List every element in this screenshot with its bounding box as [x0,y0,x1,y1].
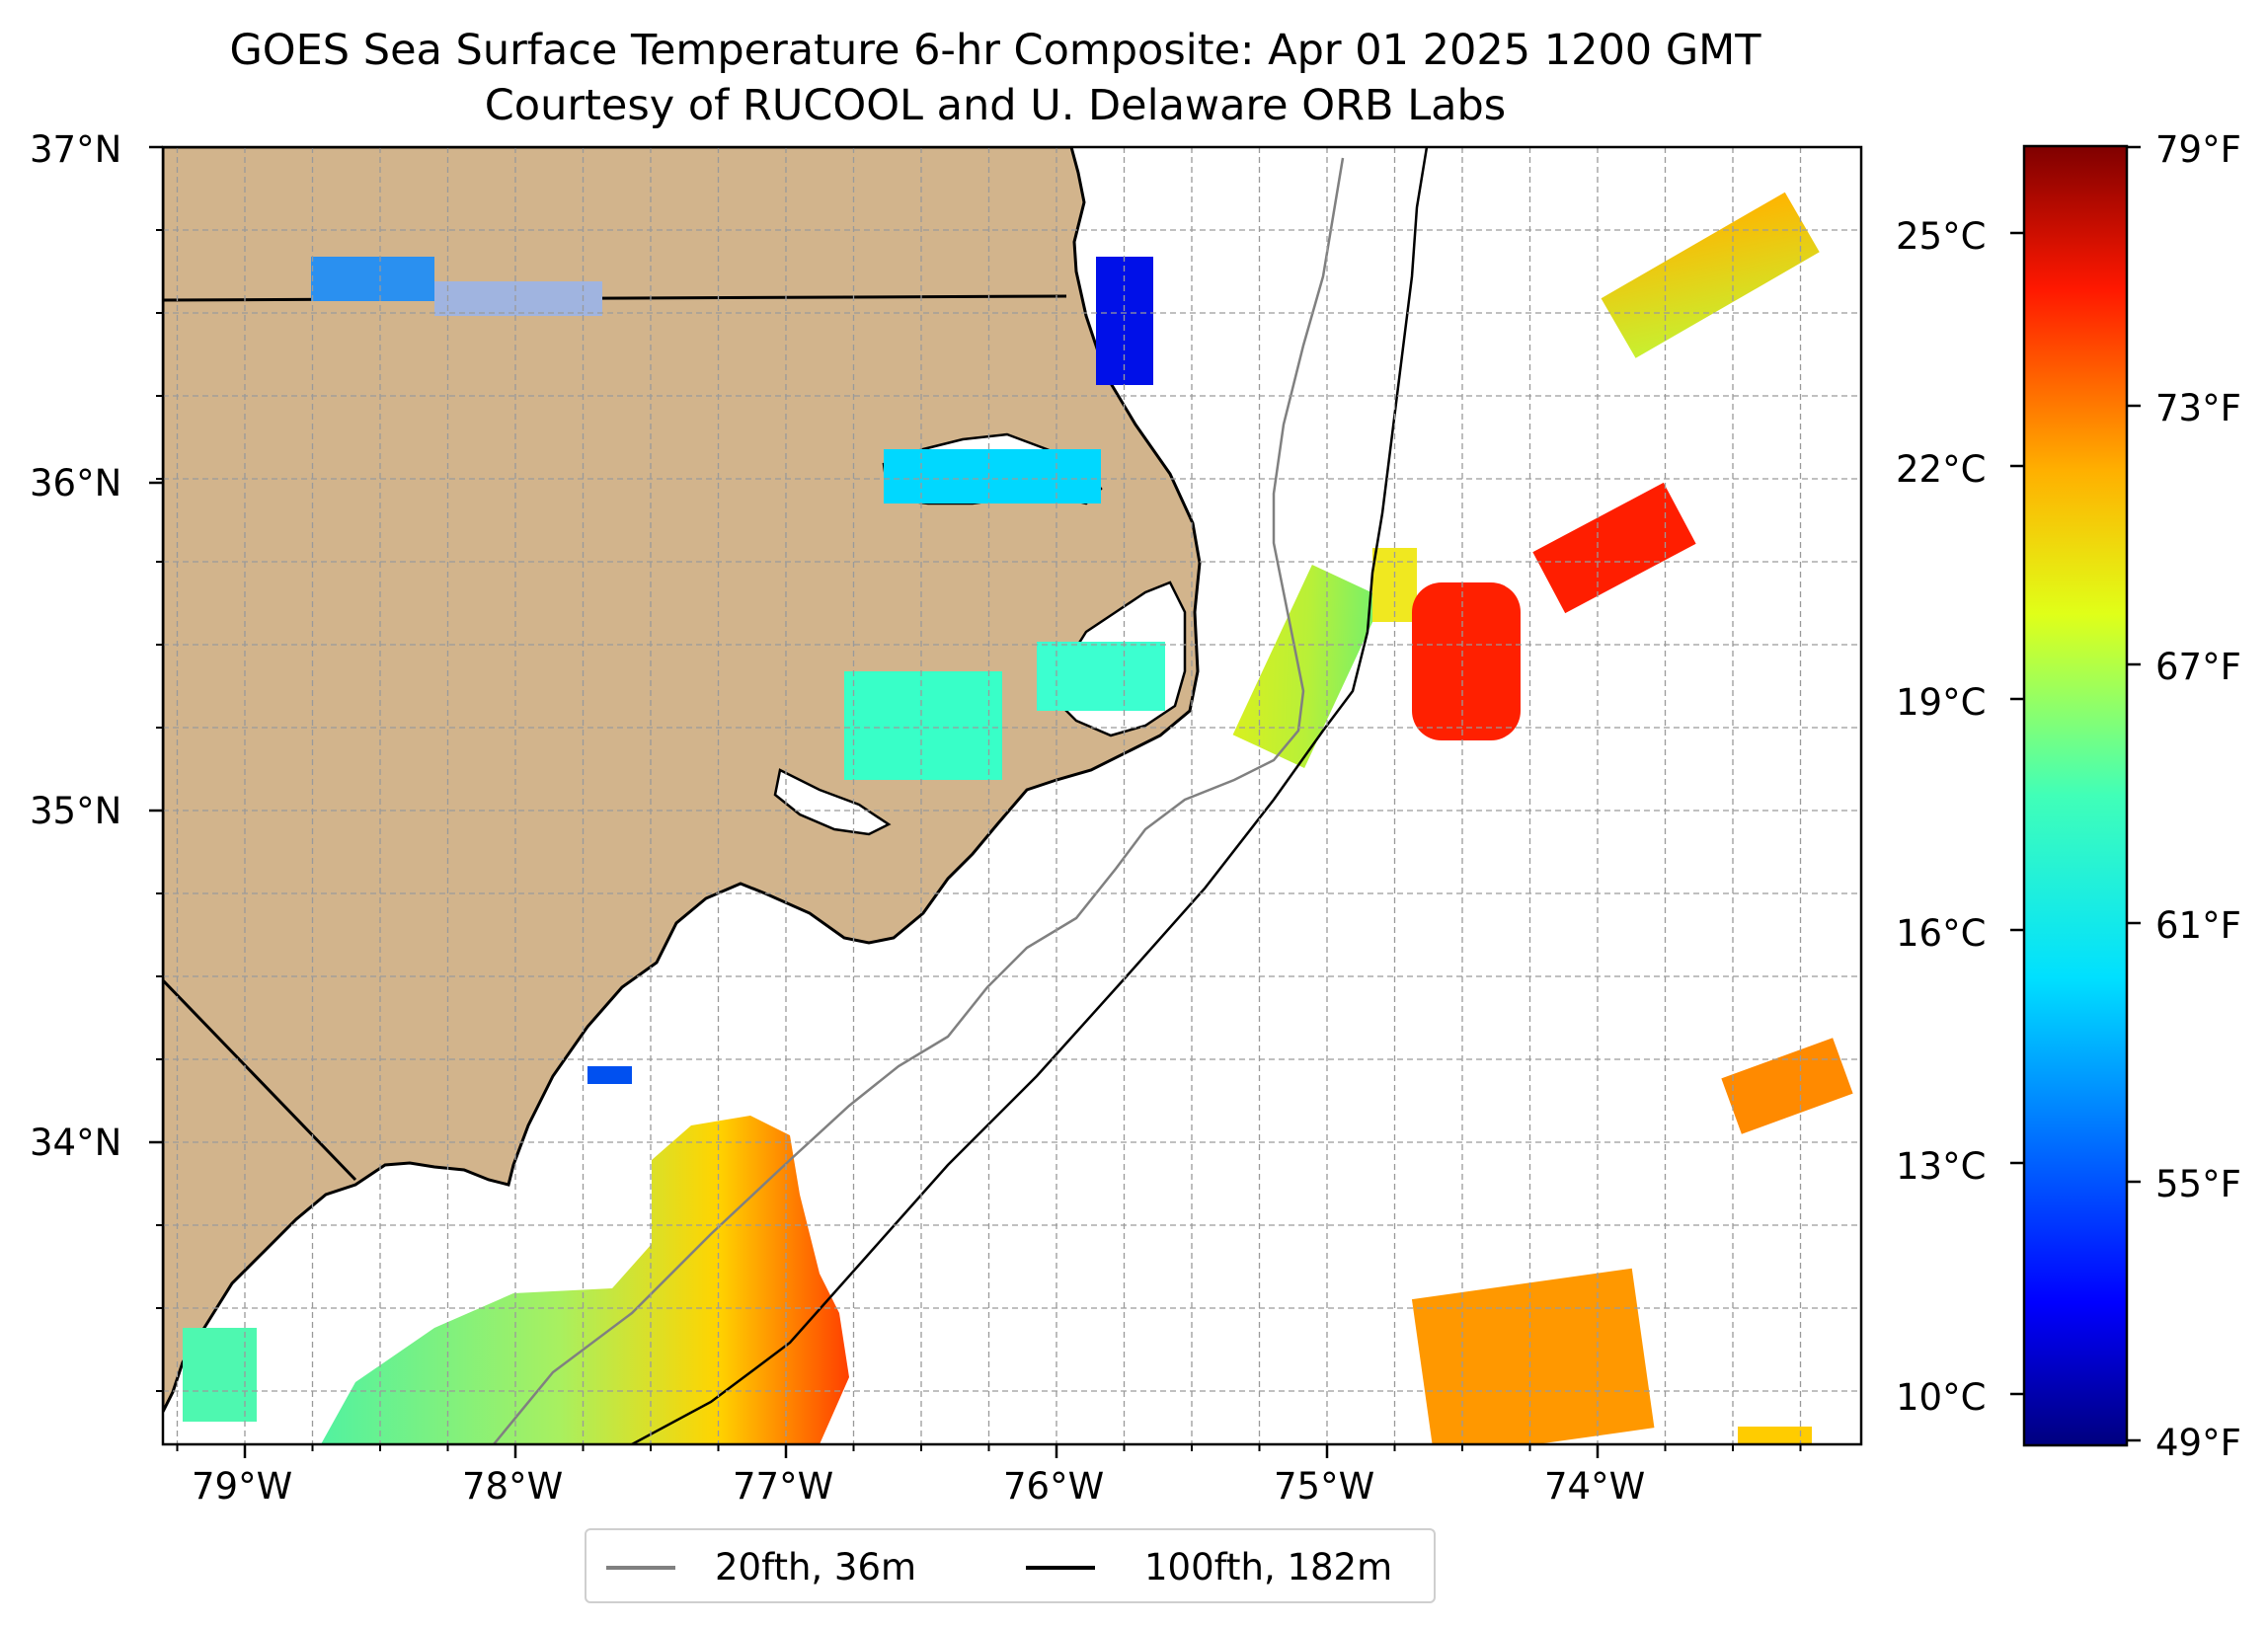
sst-patch-north-ne [1601,192,1820,358]
cbar-f-61: 61°F [2155,904,2241,947]
lat-label-34: 34°N [30,1122,122,1164]
sst-patch-front [1232,564,1384,769]
lon-label-75: 75°W [1274,1465,1375,1508]
cbar-f-55: 55°F [2155,1163,2241,1205]
lon-label-79: 79°W [192,1465,293,1508]
lat-label-37: 37°N [30,128,122,171]
lon-label-78: 78°W [462,1465,564,1508]
sst-patch-small-blue [587,1066,632,1084]
lon-label-74: 74°W [1544,1465,1646,1508]
sst-patch-southwest [183,1328,257,1422]
map-frame [161,145,1863,1446]
cbar-c-19: 19°C [1896,681,1987,724]
sst-patch-albemarle [884,449,1101,503]
sst-patch-pamlico [1037,642,1165,711]
colorbar [2022,144,2129,1447]
sst-patch-reservoir-east [434,281,602,316]
axis-ticks [149,145,1802,1458]
sst-patch-pamlico-west [844,671,1002,780]
cbar-f-73: 73°F [2155,387,2241,429]
sst-patch-reservoir [311,257,434,301]
colorbar-ticks [2010,145,2141,1442]
sst-patch-orange-east [1721,1038,1853,1134]
cbar-c-16: 16°C [1896,912,1987,955]
contour-100fth [631,147,1429,1444]
cbar-c-25: 25°C [1896,215,1987,258]
lat-label-36: 36°N [30,462,122,504]
contour-legend: 20fth, 36m 100fth, 182m [585,1528,1436,1603]
lon-label-77: 77°W [733,1465,834,1508]
sst-patch-red-ne [1532,482,1696,614]
state-border-nc-sc [163,978,357,1182]
lon-label-76: 76°W [1003,1465,1105,1508]
cbar-f-79: 79°F [2155,128,2241,171]
cbar-c-22: 22°C [1896,448,1987,491]
legend-label-100fth: 100fth, 182m [1144,1546,1393,1588]
cbar-f-67: 67°F [2155,646,2241,688]
chart-title: GOES Sea Surface Temperature 6-hr Compos… [229,26,1761,75]
graticule [163,147,1861,1444]
sst-patch-shelf [321,1116,849,1444]
cbar-c-13: 13°C [1896,1145,1987,1188]
cbar-c-10: 10°C [1896,1376,1987,1419]
chart-subtitle: Courtesy of RUCOOL and U. Delaware ORB L… [484,81,1507,130]
legend-label-20fth: 20fth, 36m [715,1546,917,1588]
legend-swatch-100fth [1026,1566,1095,1570]
sst-patch-yellow-bottom [1738,1427,1812,1444]
sst-patch-orange-south [1411,1268,1655,1444]
neuse-river [773,768,892,836]
cbar-f-49: 49°F [2155,1422,2241,1464]
lat-label-35: 35°N [30,790,122,832]
sst-patch-red-center [1412,582,1521,740]
legend-swatch-20fth [606,1566,675,1570]
